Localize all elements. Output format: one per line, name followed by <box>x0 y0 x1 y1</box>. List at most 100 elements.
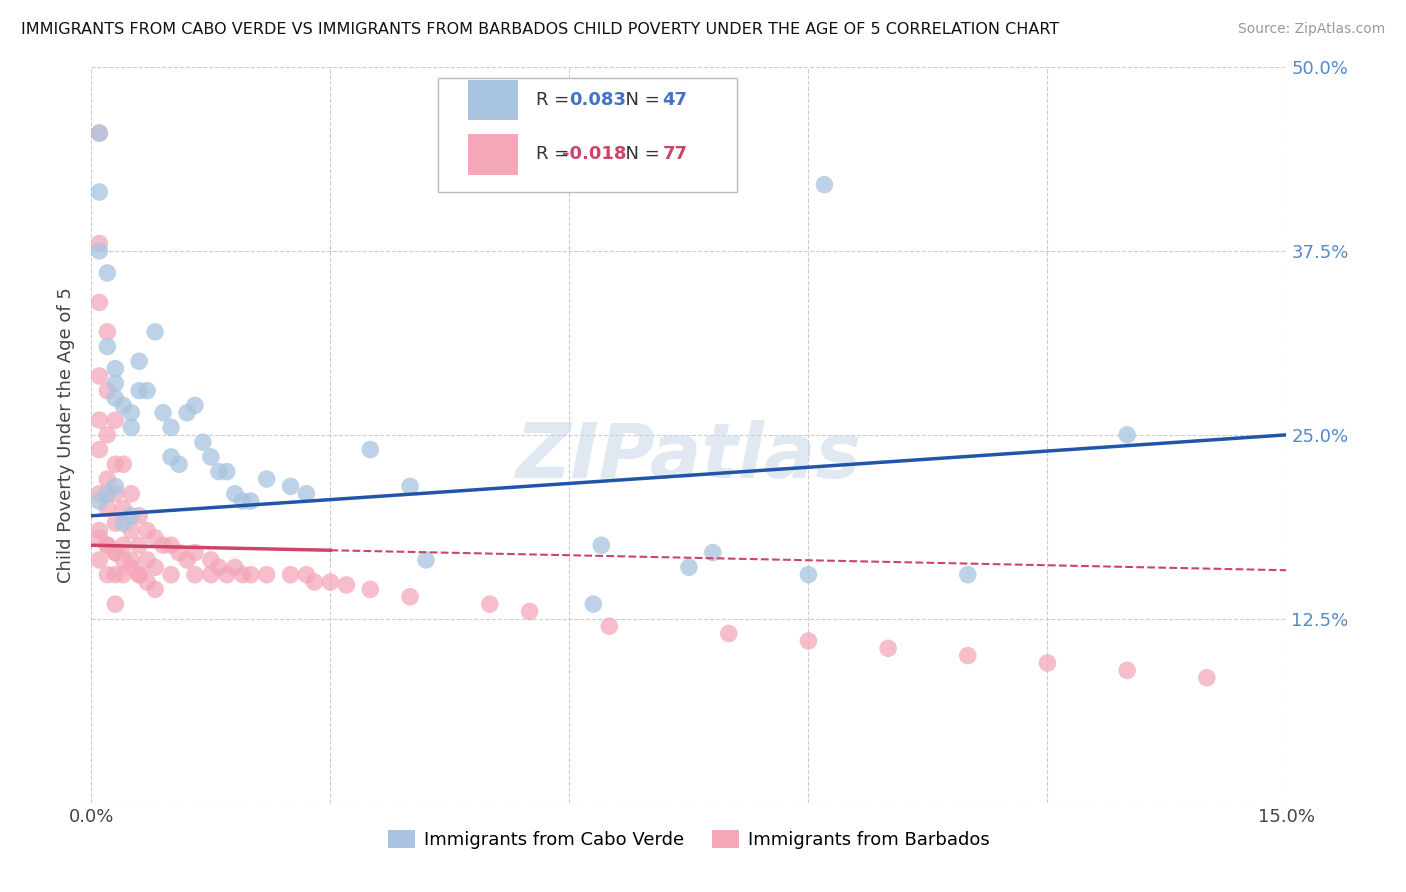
Point <box>200 567 222 582</box>
Point <box>200 450 222 464</box>
Point <box>582 597 605 611</box>
Point <box>200 553 222 567</box>
Point <box>152 538 174 552</box>
Point <box>89 413 111 427</box>
Point <box>96 538 118 552</box>
Point <box>104 376 127 391</box>
Point <box>399 479 422 493</box>
Point <box>167 545 190 560</box>
Point <box>136 575 159 590</box>
Y-axis label: Child Poverty Under the Age of 5: Child Poverty Under the Age of 5 <box>58 287 76 582</box>
Point <box>104 567 127 582</box>
Point <box>136 384 159 398</box>
Point <box>415 553 437 567</box>
FancyBboxPatch shape <box>468 134 517 175</box>
Point <box>191 435 214 450</box>
Point <box>128 508 150 523</box>
Point <box>256 472 278 486</box>
Point <box>295 487 318 501</box>
Point <box>120 553 142 567</box>
Point <box>956 567 979 582</box>
FancyBboxPatch shape <box>437 78 737 192</box>
Point <box>184 545 207 560</box>
Point <box>295 567 318 582</box>
Point <box>89 126 111 140</box>
Text: Source: ZipAtlas.com: Source: ZipAtlas.com <box>1237 22 1385 37</box>
Point <box>304 575 326 590</box>
Point <box>104 487 127 501</box>
Point <box>160 450 183 464</box>
Point <box>120 560 142 574</box>
Point <box>96 340 118 354</box>
Point <box>89 369 111 384</box>
Point <box>224 487 246 501</box>
Point <box>717 626 740 640</box>
Point <box>143 531 166 545</box>
Point <box>1036 656 1059 670</box>
Point <box>89 126 111 140</box>
Point <box>167 457 190 471</box>
Point <box>128 354 150 368</box>
Point <box>136 553 159 567</box>
Point <box>239 494 262 508</box>
Text: 47: 47 <box>662 91 688 109</box>
Point <box>96 501 118 516</box>
Point <box>112 553 135 567</box>
Point <box>112 516 135 530</box>
Point <box>478 597 501 611</box>
Point <box>96 538 118 552</box>
Point <box>280 567 302 582</box>
Point <box>96 325 118 339</box>
Point <box>184 567 207 582</box>
Point <box>89 185 111 199</box>
Point <box>96 266 118 280</box>
Point <box>184 398 207 412</box>
Text: ZIPatlas: ZIPatlas <box>516 420 862 494</box>
Point <box>104 516 127 530</box>
Legend: Immigrants from Cabo Verde, Immigrants from Barbados: Immigrants from Cabo Verde, Immigrants f… <box>381 822 997 856</box>
Point <box>104 597 127 611</box>
Point <box>797 567 820 582</box>
Point <box>104 545 127 560</box>
Point <box>104 413 127 427</box>
Point <box>215 465 238 479</box>
FancyBboxPatch shape <box>468 79 517 120</box>
Point <box>112 457 135 471</box>
Point <box>96 472 118 486</box>
Point <box>104 545 127 560</box>
Text: N =: N = <box>613 91 665 109</box>
Point <box>112 398 135 412</box>
Point <box>89 487 111 501</box>
Point <box>112 501 135 516</box>
Point <box>591 538 613 552</box>
Point <box>176 553 198 567</box>
Point <box>160 567 183 582</box>
Point <box>797 633 820 648</box>
Point <box>89 553 111 567</box>
Point <box>877 641 900 656</box>
Point <box>1195 671 1218 685</box>
Point <box>813 178 835 192</box>
Point <box>319 575 342 590</box>
Point <box>104 391 127 405</box>
Point <box>956 648 979 663</box>
Point <box>143 560 166 574</box>
Point <box>702 545 724 560</box>
Point <box>120 508 142 523</box>
Point <box>89 236 111 251</box>
Point <box>1116 664 1139 678</box>
Point <box>359 442 381 457</box>
Point <box>89 494 111 508</box>
Point <box>359 582 381 597</box>
Point <box>160 420 183 434</box>
Point <box>1116 427 1139 442</box>
Point <box>143 582 166 597</box>
Point <box>89 442 111 457</box>
Point <box>143 325 166 339</box>
Point <box>208 560 231 574</box>
Point <box>208 465 231 479</box>
Point <box>232 567 254 582</box>
Point <box>89 524 111 538</box>
Text: R =: R = <box>536 91 575 109</box>
Point <box>224 560 246 574</box>
